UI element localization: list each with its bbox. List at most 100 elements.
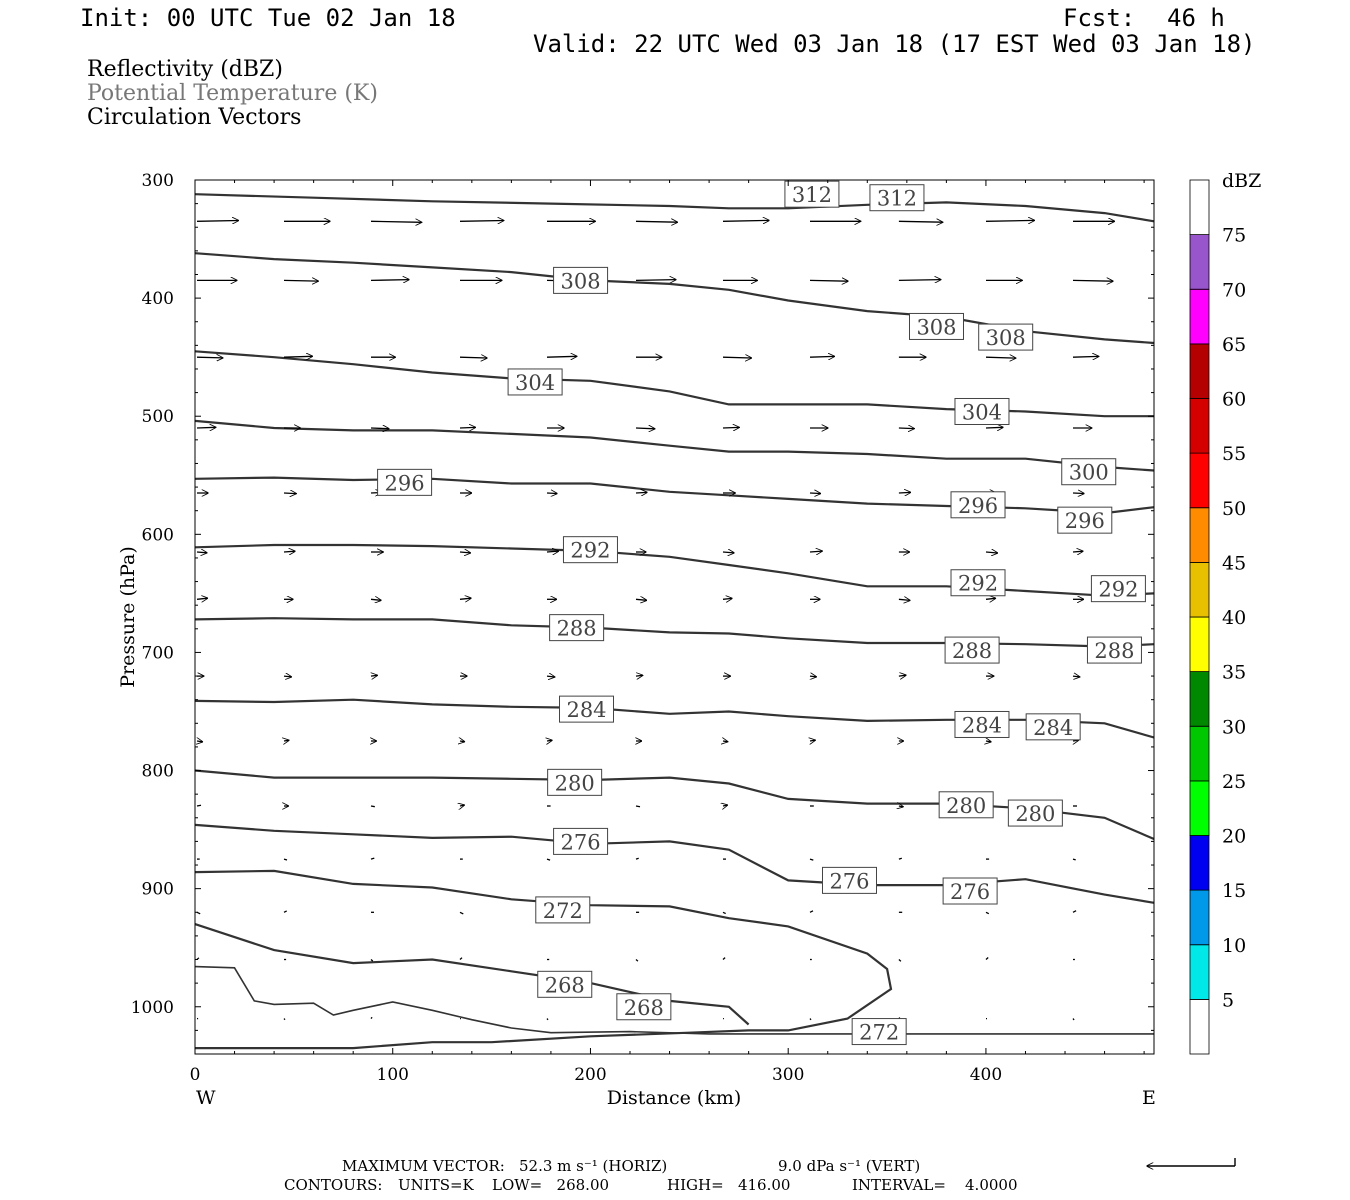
contour-label-text: 272 xyxy=(543,899,583,923)
theta-contour-292 xyxy=(194,543,1155,597)
circulation-vectors xyxy=(196,220,1114,1021)
circulation-vector xyxy=(635,805,641,808)
y-tick-label: 300 xyxy=(142,171,174,191)
circulation-vector xyxy=(459,552,470,553)
circulation-vector xyxy=(898,675,906,676)
circulation-vector xyxy=(546,1018,549,1021)
x-axis-label: Distance (km) xyxy=(607,1087,742,1109)
y-tick-label: 400 xyxy=(142,289,174,309)
circulation-vector xyxy=(635,492,647,493)
contour-label-text: 296 xyxy=(958,494,998,518)
circulation-vector xyxy=(546,858,551,861)
contours-high: HIGH= 416.00 xyxy=(667,1176,791,1194)
x-tick-label: 100 xyxy=(377,1065,409,1085)
theta-contours xyxy=(194,193,1155,1050)
x-axis-right-end: E xyxy=(1142,1087,1156,1109)
contour-label-text: 284 xyxy=(1033,716,1073,740)
contour-label-text: 296 xyxy=(1065,509,1105,533)
circulation-vector xyxy=(810,740,815,741)
contour-label-text: 276 xyxy=(561,830,601,854)
circulation-vector xyxy=(196,221,238,222)
circulation-vector xyxy=(370,428,389,429)
circulation-vector xyxy=(1072,1018,1075,1021)
contour-label-308: 308 xyxy=(978,323,1034,351)
colorbar-level-label: 60 xyxy=(1222,389,1246,411)
contour-label-276: 276 xyxy=(553,827,609,855)
circulation-vector xyxy=(898,599,910,600)
circulation-vector xyxy=(635,959,639,962)
circulation-vector xyxy=(283,858,288,861)
reflectivity-colorbar: 5 10 15 20 25 30 35 40 45 50 55 60 65 70 75 xyxy=(1189,179,1246,1055)
circulation-vector xyxy=(460,741,465,742)
reference-vector xyxy=(1147,1158,1236,1166)
circulation-vector xyxy=(1072,910,1077,913)
theta-contour-surface xyxy=(194,965,1154,1035)
contour-label-276: 276 xyxy=(942,877,998,905)
contour-label-box xyxy=(950,569,1006,597)
contour-label-text: 268 xyxy=(624,996,664,1020)
circulation-vector xyxy=(722,957,726,960)
contour-label-box xyxy=(1086,636,1142,664)
circulation-vector xyxy=(809,551,822,552)
contour-label-268: 268 xyxy=(537,970,593,998)
contour-label-text: 280 xyxy=(1015,802,1055,826)
circulation-vector xyxy=(370,221,422,222)
circulation-vector xyxy=(284,740,289,741)
contour-label-text: 308 xyxy=(561,269,601,293)
circulation-vector xyxy=(1072,858,1076,861)
contour-label-text: 292 xyxy=(1098,578,1138,602)
y-tick-label: 700 xyxy=(142,643,174,663)
colorbar-level-label: 25 xyxy=(1222,771,1246,793)
y-tick-label: 900 xyxy=(142,880,174,900)
contour-label-272: 272 xyxy=(851,1018,907,1046)
circulation-vector xyxy=(283,676,291,677)
circulation-vector xyxy=(635,599,647,600)
circulation-vector xyxy=(370,959,374,962)
colorbar-swatch xyxy=(1189,671,1210,727)
contour-label-box xyxy=(549,614,605,642)
contour-label-308: 308 xyxy=(553,266,609,294)
contour-label-box xyxy=(507,368,563,396)
circulation-vector xyxy=(460,805,464,806)
circulation-vector xyxy=(809,858,814,861)
circulation-vector xyxy=(370,1016,373,1020)
field-potential-temperature: Potential Temperature (K) xyxy=(87,81,378,106)
contour-label-text: 304 xyxy=(962,400,1002,424)
contour-label-292: 292 xyxy=(950,569,1006,597)
colorbar-swatch xyxy=(1189,288,1210,345)
contour-label-box xyxy=(944,636,1000,664)
colorbar-swatch xyxy=(1189,889,1210,946)
circulation-vector xyxy=(809,1018,812,1021)
contour-label-312: 312 xyxy=(869,184,925,212)
contour-label-288: 288 xyxy=(549,614,605,642)
circulation-vector xyxy=(985,598,996,599)
circulation-vector xyxy=(459,427,475,428)
circulation-vector xyxy=(1072,676,1080,677)
colorbar-swatch xyxy=(1189,780,1210,836)
circulation-vector xyxy=(635,857,639,860)
circulation-vector xyxy=(809,910,814,913)
colorbar-level-label: 35 xyxy=(1222,662,1246,684)
colorbar-level-label: 40 xyxy=(1222,607,1246,629)
forecast-hours: 46 h xyxy=(1167,4,1225,32)
contour-label-text: 284 xyxy=(962,713,1002,737)
circulation-vector xyxy=(722,427,739,428)
contour-label-296: 296 xyxy=(950,491,1006,519)
contour-label-308: 308 xyxy=(908,312,964,340)
circulation-vector xyxy=(809,356,834,357)
contour-label-box xyxy=(1025,713,1081,741)
theta-contour-272 xyxy=(194,869,893,1050)
x-tick-label: 300 xyxy=(772,1065,804,1085)
contour-label-288: 288 xyxy=(944,636,1000,664)
theta-contour-284 xyxy=(194,698,1155,739)
contour-label-272: 272 xyxy=(535,896,591,924)
circulation-vector xyxy=(283,910,287,913)
colorbar-level-label: 55 xyxy=(1222,443,1246,465)
circulation-vector xyxy=(196,357,223,358)
contour-label-296: 296 xyxy=(1057,506,1113,534)
colorbar-level-label: 75 xyxy=(1222,225,1246,247)
contour-label-box xyxy=(821,866,877,894)
circulation-vector xyxy=(722,598,732,599)
circulation-vector xyxy=(722,220,769,221)
